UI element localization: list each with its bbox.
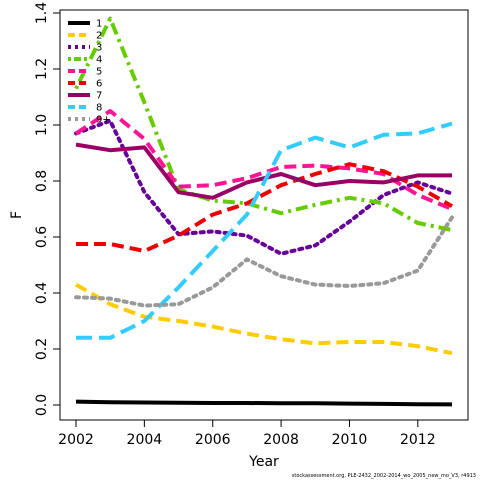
series-line-4 <box>74 16 453 232</box>
legend-label: 4 <box>96 55 102 66</box>
series-line-2 <box>75 282 453 356</box>
legend-label: 7 <box>96 91 102 102</box>
footer-caption: stockassessment.org, PLE-2432_2002-2014_… <box>292 473 476 479</box>
legend-label: 5 <box>96 67 102 78</box>
y-tick-label: 0.8 <box>34 170 50 192</box>
x-tick-label: 2004 <box>127 432 163 448</box>
series-line-6 <box>76 162 453 253</box>
x-axis-label: Year <box>248 454 279 470</box>
series-line-3 <box>74 118 454 256</box>
x-tick-label: 2008 <box>263 432 299 448</box>
plot-lines <box>74 16 454 407</box>
y-tick-label: 1.4 <box>34 2 50 24</box>
y-tick-label: 1.2 <box>34 58 50 80</box>
y-tick-label: 0.2 <box>34 338 50 360</box>
series-line-8 <box>76 121 453 340</box>
y-tick-label: 0.0 <box>34 394 50 416</box>
series-line-9plus <box>74 215 454 308</box>
legend-label: 1 <box>96 19 102 30</box>
series-line-5 <box>74 109 453 211</box>
series-line-1 <box>75 399 453 407</box>
x-tick-label: 2012 <box>400 432 436 448</box>
x-tick-label: 2002 <box>58 432 94 448</box>
legend-label: 2 <box>96 31 102 42</box>
y-axis: 0.0 0.2 0.4 0.6 0.8 1.0 1.2 1.4 <box>34 2 60 416</box>
x-tick-label: 2006 <box>195 432 231 448</box>
y-tick-label: 1.0 <box>34 114 50 136</box>
y-axis-label: F <box>9 211 25 219</box>
x-tick-label: 2010 <box>332 432 368 448</box>
y-tick-label: 0.4 <box>34 282 50 304</box>
y-tick-label: 0.6 <box>34 226 50 248</box>
legend-label: 9+ <box>96 115 111 126</box>
legend-label: 6 <box>96 79 102 90</box>
legend-label: 8 <box>96 103 102 114</box>
x-axis: 2002 2004 2006 2008 2010 2012 <box>58 420 436 448</box>
legend-label: 3 <box>96 43 102 54</box>
plot-frame <box>59 9 469 421</box>
